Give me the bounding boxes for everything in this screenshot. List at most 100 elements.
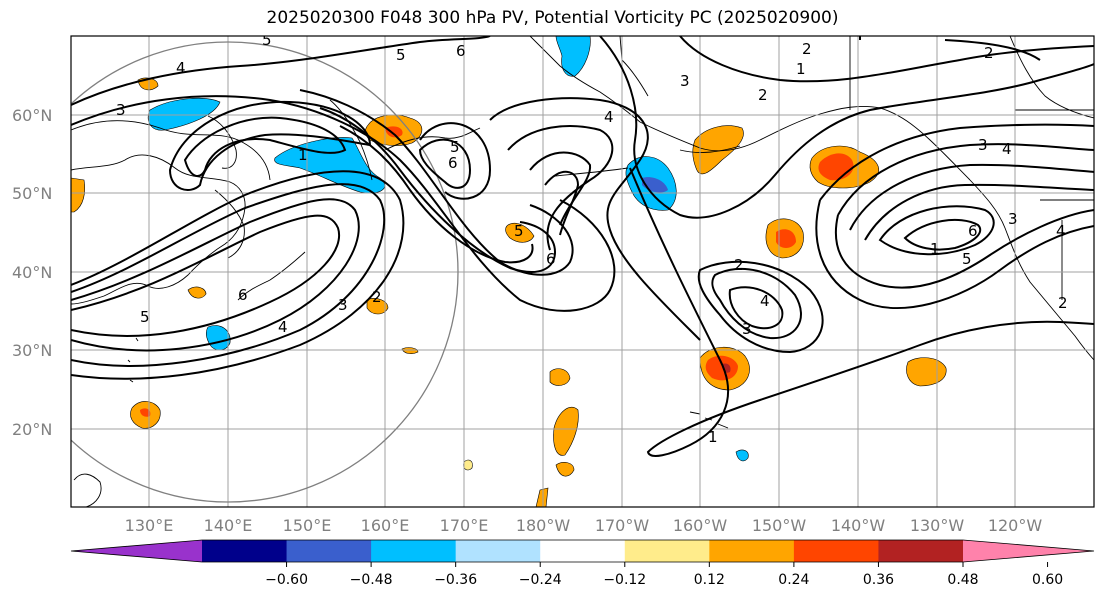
colorbar-tick-label: −0.48: [350, 572, 393, 588]
pv-blob-positive: [401, 347, 419, 354]
contour-label: 5: [262, 31, 272, 49]
pv-blob-positive: [555, 461, 575, 477]
lat-label: 30°N: [12, 341, 52, 360]
contour-label: 3: [742, 320, 752, 338]
colorbar-tick-label: 0.36: [863, 572, 894, 588]
colorbar-segment: [878, 540, 964, 562]
pv-blob-positive-core: [705, 355, 738, 381]
pv-blob-positive: [535, 487, 549, 507]
colorbar-tick-label: 0.12: [694, 572, 725, 588]
contour-label: 6: [456, 42, 466, 60]
lon-label: 150°W: [752, 516, 807, 535]
contour-label: 3: [116, 101, 126, 119]
pv-blob-positive: [906, 357, 947, 387]
lat-label: 20°N: [12, 420, 52, 439]
contour-label: 2: [734, 256, 744, 274]
contour-label: 1: [930, 240, 940, 258]
contour-label: 3: [1008, 210, 1018, 228]
coastlines: [71, 36, 1094, 507]
colorbar-tick-label: −0.36: [434, 572, 477, 588]
contour-label: 4: [604, 108, 614, 126]
colorbar-segment: [455, 540, 541, 562]
colorbar-tick-label: 0.60: [1032, 572, 1063, 588]
colorbar-segment: [709, 540, 795, 562]
latitude-labels: 60°N 50°N 40°N 30°N 20°N: [12, 106, 52, 439]
pv-blob-positive: [505, 222, 535, 243]
colorbar-extension-high: [963, 540, 1094, 562]
contour-label: 2: [802, 40, 812, 58]
pv-blob-positive-core: [385, 126, 403, 138]
contour-label: 4: [1056, 222, 1066, 240]
contour-label: 4: [760, 292, 770, 310]
lon-label: 140°E: [204, 516, 253, 535]
colorbar-segment: [793, 540, 879, 562]
gridlines: [71, 36, 1094, 507]
pv-blob-positive: [549, 368, 571, 386]
contour-label: 2: [546, 18, 556, 36]
contour-label: 2: [758, 86, 768, 104]
pv-blob-positive-core: [776, 229, 796, 248]
pv-blob-positive: [187, 286, 207, 299]
colorbar-tick-label: 0.24: [778, 572, 809, 588]
pv-contours: [71, 36, 1094, 457]
pv-blob-negative: [555, 36, 591, 77]
lon-label: 150°E: [283, 516, 332, 535]
contour-label: 4: [176, 59, 186, 77]
pv-blob-positive: [463, 459, 473, 471]
colorbar-extension-low: [71, 540, 202, 562]
contour-label: 1: [298, 146, 308, 164]
lon-label: 140°W: [831, 516, 886, 535]
lon-label: 120°W: [988, 516, 1043, 535]
colorbar-outline: [70, 539, 1095, 563]
colorbar-tick-label: −0.24: [519, 572, 562, 588]
lat-label: 40°N: [12, 263, 52, 282]
contour-label: 1: [796, 60, 806, 78]
contour-label: 5: [140, 308, 150, 326]
contour-label: 2: [984, 44, 994, 62]
colorbar-segment: [202, 540, 288, 562]
contour-label: 5: [514, 222, 524, 240]
colorbar-tick-label: −0.12: [603, 572, 646, 588]
longitude-labels: 130°E 140°E 150°E 160°E 170°E 180°W 170°…: [125, 516, 1043, 535]
contour-label: 6: [546, 250, 556, 268]
colorbar-segment: [371, 540, 457, 562]
contour-label: 6: [238, 286, 248, 304]
contour-label: 3: [338, 296, 348, 314]
lon-label: 180°W: [516, 516, 571, 535]
contour-label: 2: [1058, 294, 1068, 312]
colorbar-tick-label: −0.60: [265, 572, 308, 588]
contour-label: 4: [1002, 140, 1012, 158]
colorbar: −0.60 −0.48 −0.36 −0.24 −0.12 0.12 0.24 0.36 0.4…: [70, 539, 1095, 588]
lat-label: 50°N: [12, 184, 52, 203]
colorbar-tick-label: 0.48: [947, 572, 978, 588]
lon-label: 160°W: [673, 516, 728, 535]
contour-label: 3: [978, 136, 988, 154]
map-border: [70, 35, 1095, 508]
contour-label: 2: [372, 288, 382, 306]
contour-label: 3: [680, 72, 690, 90]
contour-label: 1: [708, 428, 718, 446]
contour-label: 6: [448, 154, 458, 172]
pv-blob-positive: [553, 406, 579, 456]
contour-label: 6: [968, 222, 978, 240]
contour-label: 5: [396, 46, 406, 64]
lon-label: 160°E: [361, 516, 410, 535]
pv-blob-negative: [735, 449, 749, 462]
colorbar-segment: [286, 540, 372, 562]
lon-label: 130°W: [910, 516, 965, 535]
contour-label: 5: [962, 250, 972, 268]
colorbar-segment: [540, 540, 626, 562]
lon-label: 130°E: [125, 516, 174, 535]
contour-label: 4: [278, 318, 288, 336]
lon-label: 170°W: [595, 516, 650, 535]
pv-blob-positive-core: [140, 408, 151, 417]
range-circle: [71, 41, 459, 503]
contour-labels: 5 6 5 4 3 2 2 1 2 3 4 1 5 6 3 4 5 6 2 5 …: [116, 18, 1068, 446]
lon-label: 170°E: [440, 516, 489, 535]
pv-blob-positive: [366, 298, 389, 315]
pv-blob-positive: [71, 177, 85, 213]
pv-blob-positive: [692, 125, 744, 175]
map-title: 2025020300 F048 300 hPa PV, Potential Vo…: [266, 8, 839, 28]
contour-label: 5: [450, 138, 460, 156]
